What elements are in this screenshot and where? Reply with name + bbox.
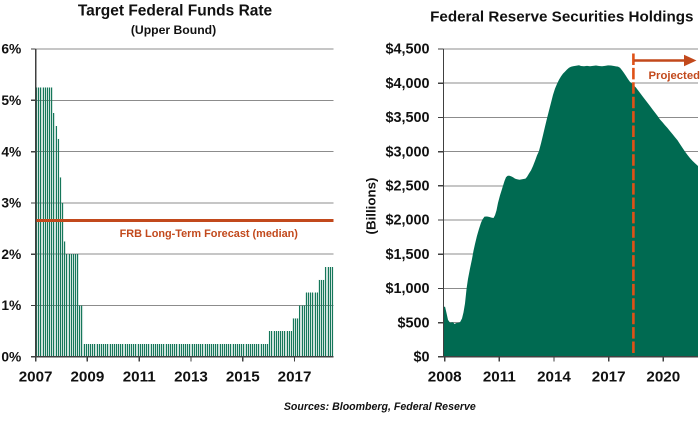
svg-text:Target Federal Funds Rate: Target Federal Funds Rate [78, 3, 273, 20]
svg-text:$1,000: $1,000 [385, 281, 429, 297]
svg-text:2011: 2011 [483, 369, 517, 386]
svg-text:2007: 2007 [19, 369, 53, 386]
svg-text:5%: 5% [1, 93, 21, 108]
svg-text:4%: 4% [1, 144, 21, 159]
svg-text:2020: 2020 [646, 369, 680, 386]
svg-text:$4,000: $4,000 [385, 76, 429, 92]
svg-text:Sources: Bloomberg, Federal Re: Sources: Bloomberg, Federal Reserve [284, 401, 476, 413]
svg-text:Federal Reserve Securities Hol: Federal Reserve Securities Holdings [430, 9, 693, 26]
svg-text:2013: 2013 [174, 369, 208, 386]
svg-text:2009: 2009 [70, 369, 104, 386]
svg-text:$3,000: $3,000 [385, 144, 429, 160]
svg-text:Projected: Projected [649, 70, 700, 82]
svg-text:$3,500: $3,500 [385, 110, 429, 126]
svg-text:$500: $500 [397, 315, 429, 331]
svg-text:2011: 2011 [123, 369, 157, 386]
svg-text:0%: 0% [1, 350, 21, 365]
svg-text:$2,000: $2,000 [385, 213, 429, 229]
svg-text:$2,500: $2,500 [385, 179, 429, 195]
svg-text:2014: 2014 [537, 369, 571, 386]
svg-text:$0: $0 [413, 350, 429, 366]
svg-text:2017: 2017 [278, 369, 312, 386]
svg-text:(Billions): (Billions) [364, 178, 379, 235]
svg-text:6%: 6% [1, 42, 21, 57]
svg-text:FRB Long-Term Forecast (median: FRB Long-Term Forecast (median) [120, 228, 299, 240]
svg-text:2017: 2017 [592, 369, 626, 386]
svg-text:3%: 3% [1, 196, 21, 211]
svg-text:2015: 2015 [226, 369, 260, 386]
svg-text:(Upper Bound): (Upper Bound) [131, 23, 216, 37]
svg-text:$1,500: $1,500 [385, 247, 429, 263]
svg-text:2008: 2008 [428, 369, 462, 386]
svg-text:$4,500: $4,500 [385, 42, 429, 58]
svg-text:1%: 1% [1, 298, 21, 313]
svg-text:2%: 2% [1, 247, 21, 262]
